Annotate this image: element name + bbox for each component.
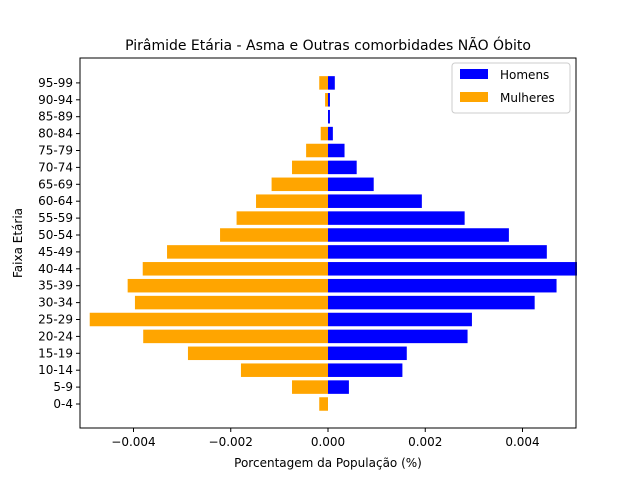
legend-label-mulheres: Mulheres — [500, 91, 555, 105]
bar-homens-5-9 — [328, 380, 349, 394]
legend-label-homens: Homens — [500, 68, 549, 82]
y-tick-label: 5-9 — [53, 380, 73, 394]
bar-mulheres-5-9 — [292, 380, 328, 394]
bar-homens-95-99 — [328, 76, 335, 90]
y-tick-label: 45-49 — [38, 245, 73, 259]
bar-homens-30-34 — [328, 295, 535, 310]
bar-homens-60-64 — [328, 194, 422, 208]
bar-mulheres-0-4 — [319, 397, 328, 411]
bar-mulheres-80-84 — [320, 126, 328, 141]
y-tick-label: 40-44 — [38, 262, 73, 276]
x-tick-label: 0.000 — [311, 435, 345, 449]
y-tick-label: 0-4 — [53, 397, 73, 411]
bar-mulheres-70-74 — [292, 160, 328, 175]
bar-mulheres-15-19 — [187, 346, 328, 361]
bar-mulheres-30-34 — [134, 295, 328, 310]
y-axis-ticks: 0-4 5-9 10-14 15-19 20-24 25-29 30-34 35-39 40-4… — [38, 76, 80, 411]
bar-mulheres-90-94 — [325, 93, 328, 107]
bar-homens-40-44 — [328, 262, 577, 276]
bar-mulheres-55-59 — [236, 211, 328, 225]
bar-homens-55-59 — [328, 211, 465, 225]
y-tick-label: 20-24 — [38, 329, 73, 343]
y-tick-label: 60-64 — [38, 194, 73, 208]
legend-swatch-homens — [460, 69, 488, 79]
bar-homens-15-19 — [328, 346, 407, 361]
y-tick-label: 25-29 — [38, 313, 73, 327]
bar-mulheres-25-29 — [89, 312, 328, 327]
y-tick-label: 90-94 — [38, 93, 73, 107]
bar-homens-80-84 — [328, 126, 333, 141]
bar-mulheres-45-49 — [167, 245, 328, 259]
y-tick-label: 85-89 — [38, 110, 73, 124]
bar-mulheres-65-69 — [271, 177, 328, 192]
legend: Homens Mulheres — [451, 62, 571, 114]
bar-mulheres-95-99 — [319, 76, 328, 90]
bar-mulheres-40-44 — [142, 262, 328, 276]
bar-homens-25-29 — [328, 312, 472, 327]
x-axis-label: Porcentagem da População (%) — [234, 456, 422, 470]
plot-frame — [79, 57, 577, 429]
y-tick-label: 50-54 — [38, 228, 73, 242]
y-tick-label: 80-84 — [38, 127, 73, 141]
y-tick-label: 35-39 — [38, 279, 73, 293]
y-tick-label: 95-99 — [38, 76, 73, 90]
chart-title: Pirâmide Etária - Asma e Outras comorbid… — [125, 36, 531, 54]
y-axis-label: Faixa Etária — [11, 208, 25, 278]
y-tick-label: 30-34 — [38, 296, 73, 310]
bar-homens-65-69 — [328, 177, 374, 192]
x-tick-label: 0.002 — [408, 435, 442, 449]
x-tick-label: −0.002 — [209, 435, 253, 449]
y-tick-label: 55-59 — [38, 211, 73, 225]
bar-homens-50-54 — [328, 228, 509, 242]
y-tick-label: 65-69 — [38, 177, 73, 191]
bar-mulheres-75-79 — [306, 143, 328, 158]
bar-mulheres-20-24 — [143, 329, 328, 344]
bar-mulheres-60-64 — [256, 194, 328, 208]
bar-mulheres-50-54 — [220, 228, 328, 242]
y-tick-label: 15-19 — [38, 346, 73, 360]
bar-homens-20-24 — [328, 329, 468, 344]
bar-mulheres-35-39 — [127, 278, 328, 293]
bar-homens-85-89 — [328, 109, 330, 124]
x-axis-ticks: −0.004 −0.002 0.000 0.002 0.004 — [111, 428, 540, 449]
legend-swatch-mulheres — [460, 92, 488, 102]
x-tick-label: 0.004 — [505, 435, 539, 449]
bar-homens-90-94 — [328, 93, 330, 107]
x-tick-label: −0.004 — [111, 435, 155, 449]
bar-homens-45-49 — [328, 245, 547, 259]
bar-homens-75-79 — [328, 143, 345, 158]
y-tick-label: 10-14 — [38, 363, 73, 377]
bar-homens-70-74 — [328, 160, 357, 175]
y-tick-label: 75-79 — [38, 144, 73, 158]
bar-mulheres-10-14 — [240, 363, 328, 377]
bar-homens-10-14 — [328, 363, 403, 377]
y-tick-label: 70-74 — [38, 160, 73, 174]
bar-homens-35-39 — [328, 278, 557, 293]
bars-group — [89, 76, 577, 411]
